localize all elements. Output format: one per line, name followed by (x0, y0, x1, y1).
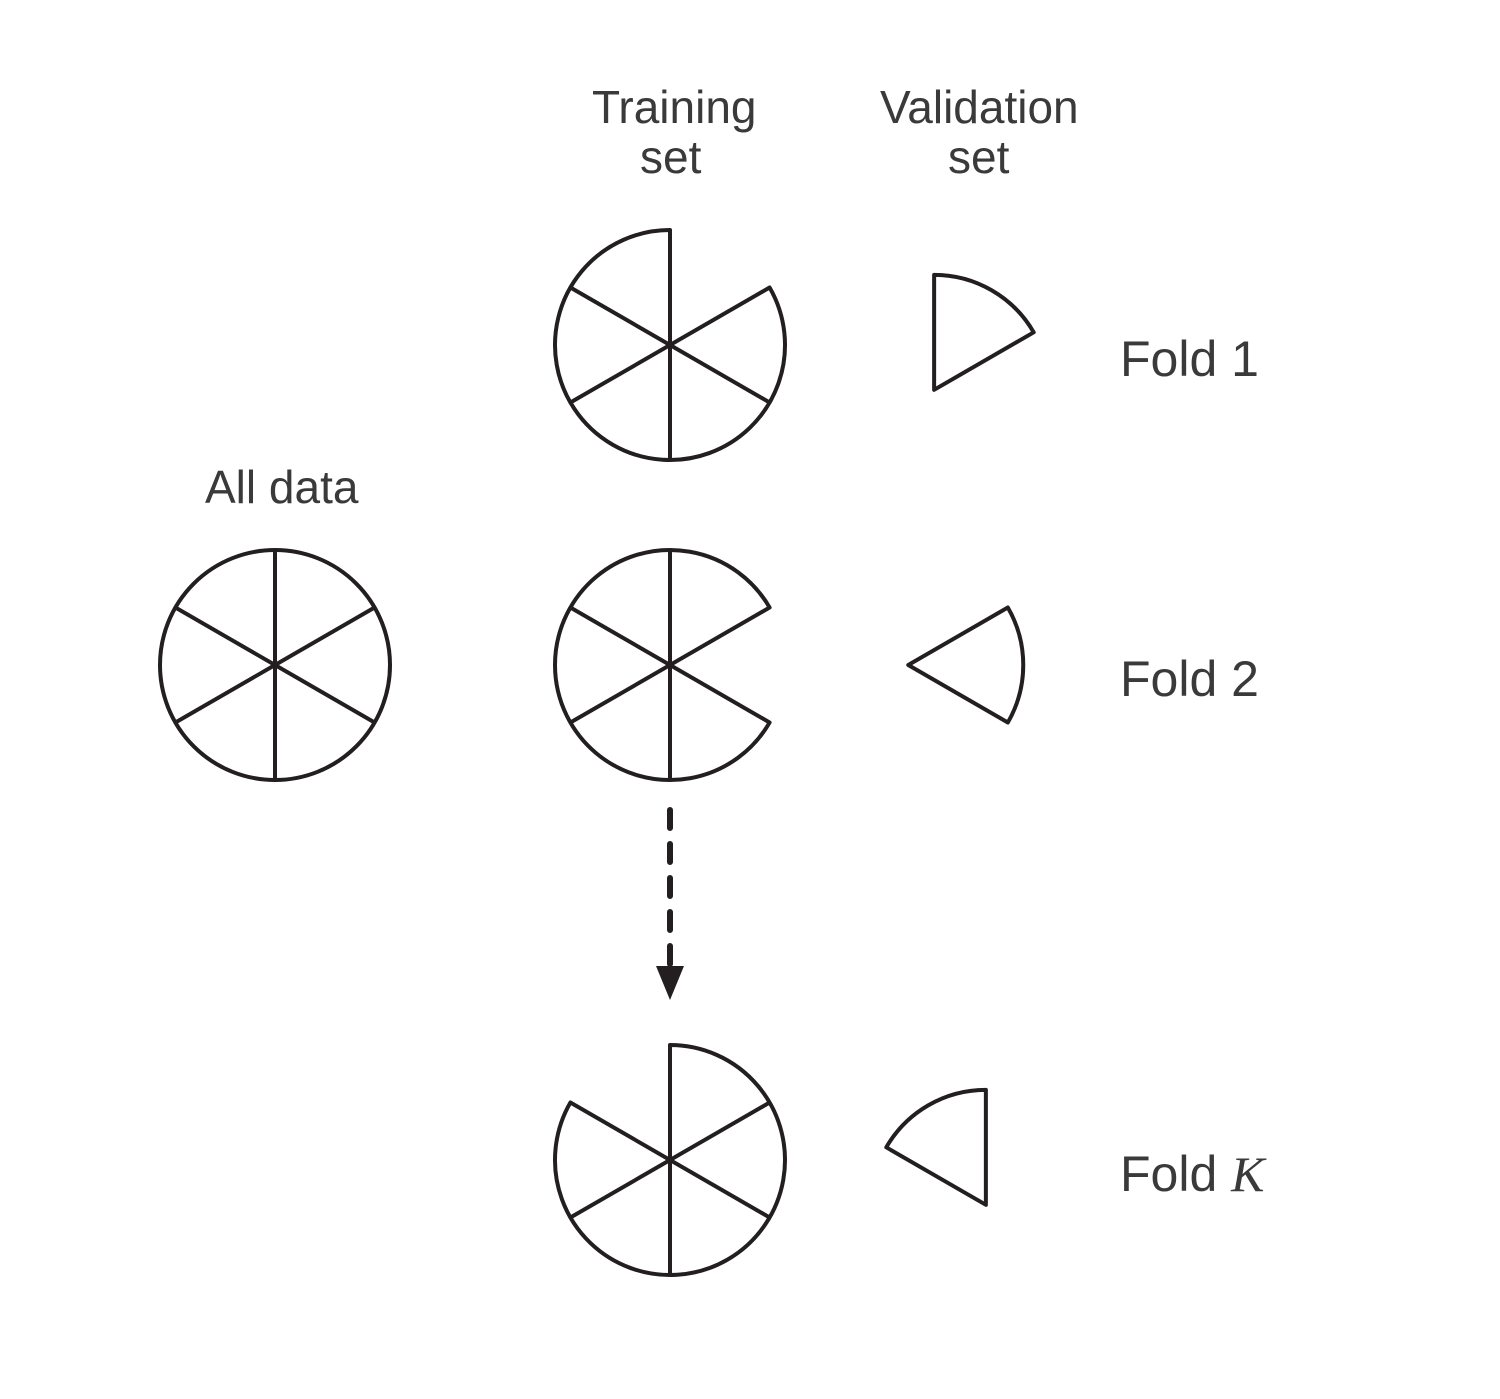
fold-k-label: Fold K (1120, 1145, 1265, 1203)
fold-1-label: Fold 1 (1120, 330, 1259, 388)
training-header-line1: Training (592, 80, 756, 134)
validation-header-line2: set (948, 130, 1009, 184)
validation-header-line1: Validation (880, 80, 1079, 134)
fold-prefix: Fold (1120, 331, 1231, 387)
fold-2-label: Fold 2 (1120, 650, 1259, 708)
fold-prefix: Fold (1120, 1146, 1231, 1202)
fold-num: 2 (1231, 651, 1259, 707)
training-header-line2: set (640, 130, 701, 184)
kfold-diagram (0, 0, 1500, 1399)
fold-num: 1 (1231, 331, 1259, 387)
fold-num-k: K (1231, 1146, 1264, 1202)
fold-prefix: Fold (1120, 651, 1231, 707)
all-data-label: All data (205, 460, 358, 514)
